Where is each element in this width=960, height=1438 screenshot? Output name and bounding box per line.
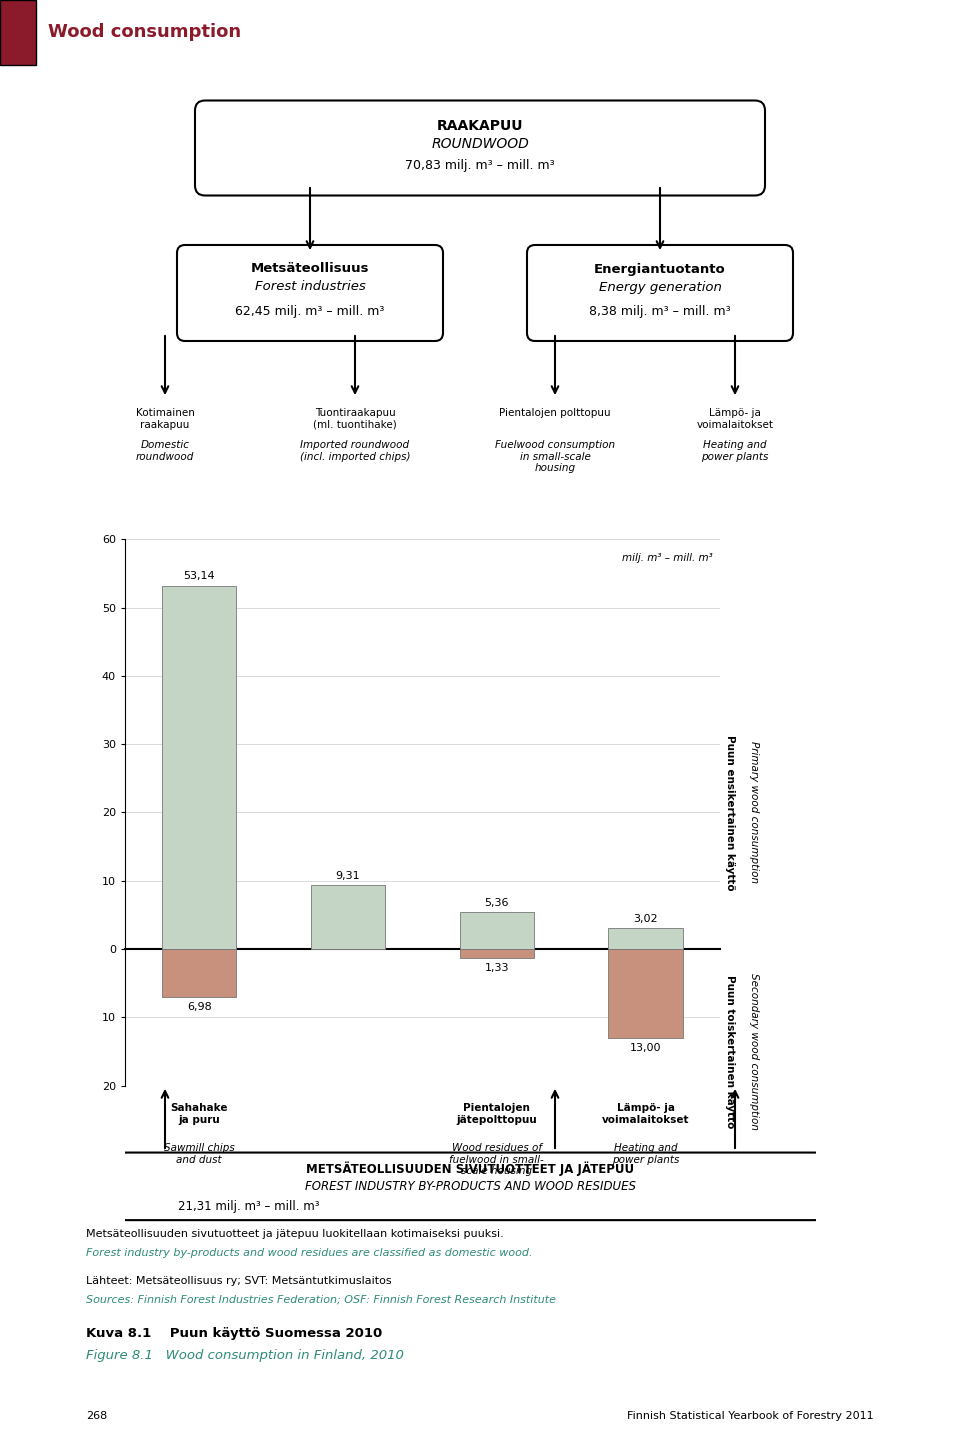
Text: Kotimainen
raakapuu: Kotimainen raakapuu <box>135 408 195 430</box>
Text: Sawmill chips
and dust: Sawmill chips and dust <box>164 1143 234 1165</box>
Text: Domestic
roundwood: Domestic roundwood <box>135 440 194 462</box>
Text: milj. m³ – mill. m³: milj. m³ – mill. m³ <box>622 552 712 562</box>
Text: Primary wood consumption: Primary wood consumption <box>749 742 758 883</box>
Text: Pientalojen polttopuu: Pientalojen polttopuu <box>499 408 611 418</box>
Text: 8,38 milj. m³ – mill. m³: 8,38 milj. m³ – mill. m³ <box>589 305 731 318</box>
Text: Puun toiskertainen käyttö: Puun toiskertainen käyttö <box>725 975 734 1129</box>
Text: Puun ensikertainen käyttö: Puun ensikertainen käyttö <box>725 735 734 890</box>
Text: Forest industry by-products and wood residues are classified as domestic wood.: Forest industry by-products and wood res… <box>86 1248 533 1258</box>
FancyBboxPatch shape <box>177 244 443 341</box>
Text: Pientalojen
jätepolttopuu: Pientalojen jätepolttopuu <box>456 1103 538 1125</box>
Text: 6,98: 6,98 <box>187 1001 211 1011</box>
Text: Sahahake
ja puru: Sahahake ja puru <box>171 1103 228 1125</box>
Text: Heating and
power plants: Heating and power plants <box>702 440 769 462</box>
Text: Lähteet: Metsäteollisuus ry; SVT: Metsäntutkimuslaitos: Lähteet: Metsäteollisuus ry; SVT: Metsän… <box>86 1276 392 1286</box>
Text: 9,31: 9,31 <box>336 870 360 880</box>
FancyBboxPatch shape <box>195 101 765 196</box>
Text: 5,36: 5,36 <box>485 897 509 907</box>
Text: 53,14: 53,14 <box>183 571 215 581</box>
Bar <box>311 886 385 949</box>
FancyBboxPatch shape <box>527 244 793 341</box>
Bar <box>609 929 683 949</box>
Text: 21,31 milj. m³ – mill. m³: 21,31 milj. m³ – mill. m³ <box>179 1199 320 1214</box>
Text: Sources: Finnish Forest Industries Federation; OSF: Finnish Forest Research Inst: Sources: Finnish Forest Industries Feder… <box>86 1294 557 1304</box>
FancyBboxPatch shape <box>114 1153 827 1219</box>
Text: Wood residues of
fuelwood in small-
scale housing: Wood residues of fuelwood in small- scal… <box>449 1143 544 1176</box>
Text: 8: 8 <box>10 20 27 45</box>
Text: 1,33: 1,33 <box>485 963 509 974</box>
Text: Wood consumption: Wood consumption <box>48 23 241 42</box>
Text: Energiantuotanto: Energiantuotanto <box>594 263 726 276</box>
Text: Tuontiraakapuu
(ml. tuontihake): Tuontiraakapuu (ml. tuontihake) <box>313 408 396 430</box>
Text: Metsäteollisuuden sivutuotteet ja jätepuu luokitellaan kotimaiseksi puuksi.: Metsäteollisuuden sivutuotteet ja jätepu… <box>86 1229 504 1240</box>
Bar <box>162 587 236 949</box>
Text: METSÄTEOLLISUUDEN SIVUTUOTTEET JA JÄTEPUU: METSÄTEOLLISUUDEN SIVUTUOTTEET JA JÄTEPU… <box>306 1160 635 1176</box>
Bar <box>460 949 534 958</box>
Text: Fuelwood consumption
in small-scale
housing: Fuelwood consumption in small-scale hous… <box>495 440 615 473</box>
Text: FOREST INDUSTRY BY-PRODUCTS AND WOOD RESIDUES: FOREST INDUSTRY BY-PRODUCTS AND WOOD RES… <box>305 1179 636 1194</box>
Text: 62,45 milj. m³ – mill. m³: 62,45 milj. m³ – mill. m³ <box>235 305 385 318</box>
Text: Energy generation: Energy generation <box>599 280 721 293</box>
Text: ROUNDWOOD: ROUNDWOOD <box>431 137 529 151</box>
Text: 13,00: 13,00 <box>630 1043 661 1053</box>
Bar <box>162 949 236 997</box>
Text: Lämpö- ja
voimalaitokset: Lämpö- ja voimalaitokset <box>697 408 774 430</box>
Text: Forest industries: Forest industries <box>254 280 366 293</box>
Text: Secondary wood consumption: Secondary wood consumption <box>749 974 758 1130</box>
Text: Heating and
power plants: Heating and power plants <box>612 1143 680 1165</box>
Bar <box>460 913 534 949</box>
Text: 3,02: 3,02 <box>634 913 658 923</box>
Text: 268: 268 <box>86 1411 108 1421</box>
Text: Kuva 8.1    Puun käyttö Suomessa 2010: Kuva 8.1 Puun käyttö Suomessa 2010 <box>86 1327 383 1340</box>
Bar <box>609 949 683 1038</box>
Text: Lämpö- ja
voimalaitokset: Lämpö- ja voimalaitokset <box>602 1103 689 1125</box>
Text: Figure 8.1   Wood consumption in Finland, 2010: Figure 8.1 Wood consumption in Finland, … <box>86 1349 404 1362</box>
Text: RAAKAPUU: RAAKAPUU <box>437 119 523 132</box>
Text: Finnish Statistical Yearbook of Forestry 2011: Finnish Statistical Yearbook of Forestry… <box>627 1411 874 1421</box>
Text: Metsäteollisuus: Metsäteollisuus <box>251 263 370 276</box>
Text: 70,83 milj. m³ – mill. m³: 70,83 milj. m³ – mill. m³ <box>405 160 555 173</box>
Text: Imported roundwood
(incl. imported chips): Imported roundwood (incl. imported chips… <box>300 440 410 462</box>
FancyBboxPatch shape <box>0 0 36 65</box>
